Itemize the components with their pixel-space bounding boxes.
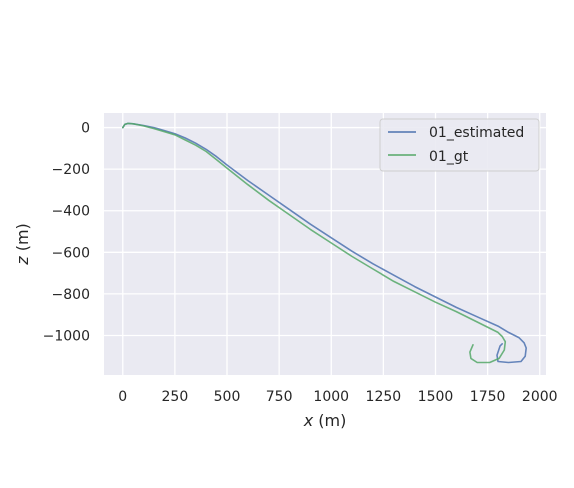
series-line-01-gt — [122, 122, 507, 364]
y-tick-labels: 0 −200 −400 −600 −800 −1000 — [43, 121, 90, 345]
x-axis-label-unit: (m) — [313, 411, 346, 430]
x-axis-label-var: x — [303, 411, 314, 430]
x-tick-label: 250 — [162, 389, 189, 405]
x-tick-label: 2000 — [522, 389, 558, 405]
x-tick-label: 0 — [118, 389, 127, 405]
x-tick-label: 1750 — [470, 389, 506, 405]
series-layer — [122, 122, 528, 364]
x-tick-label: 750 — [266, 389, 293, 405]
x-axis-label: x (m) — [303, 411, 347, 430]
y-axis-label: z (m) — [13, 223, 32, 266]
legend: 01_estimated 01_gt — [379, 118, 540, 172]
y-axis-label-unit: (m) — [13, 223, 32, 256]
series-line-01-estimated — [122, 122, 528, 364]
legend-box — [379, 118, 540, 172]
y-tick-label: −400 — [52, 204, 90, 220]
y-tick-label: −800 — [52, 287, 90, 303]
y-tick-label: 0 — [81, 121, 90, 137]
x-tick-label: 500 — [214, 389, 241, 405]
y-tick-label: −1000 — [43, 328, 90, 344]
legend-label-01-gt: 01_gt — [429, 149, 469, 165]
x-tick-label: 1000 — [313, 389, 349, 405]
x-tick-label: 1250 — [366, 389, 402, 405]
x-tick-label: 1500 — [418, 389, 454, 405]
y-axis-label-var: z — [13, 256, 32, 266]
y-tick-label: −200 — [52, 162, 90, 178]
x-tick-labels: 0 250 500 750 1000 1250 1500 1750 2000 — [118, 389, 557, 405]
legend-label-01-estimated: 01_estimated — [429, 125, 524, 141]
y-tick-label: −600 — [52, 245, 90, 261]
